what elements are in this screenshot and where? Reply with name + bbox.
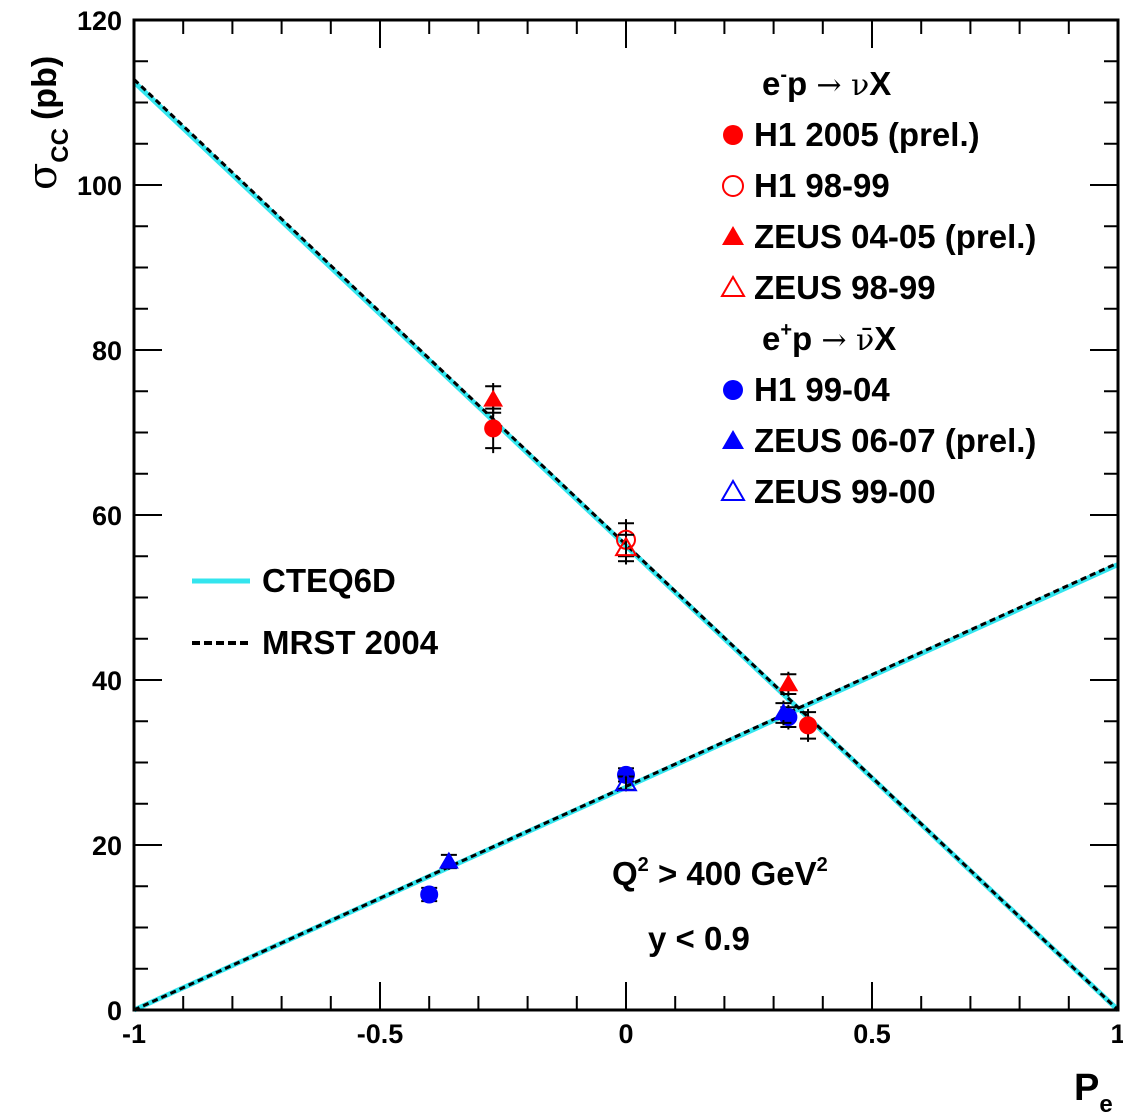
legend-label-5: ZEUS 06-07 (prel.) <box>754 422 1036 459</box>
legend-marker-3 <box>720 274 746 297</box>
y-cut-annotation: y < 0.9 <box>648 920 750 957</box>
plot-frame: -1 -0.5 0 0.5 1 0 20 40 60 80 100 120 <box>77 6 1123 1049</box>
legend-marker-4 <box>723 380 743 400</box>
legend-header-ep: e+p → ν̄X <box>762 319 896 358</box>
x-tick-label: -1 <box>122 1019 146 1049</box>
legend-label-3: ZEUS 98-99 <box>754 269 936 306</box>
data-point-2-0 <box>483 389 504 407</box>
x-tick-label: 0 <box>618 1019 633 1049</box>
legend-marker-2 <box>722 225 744 245</box>
data-point-2-1 <box>778 674 799 692</box>
theory-legend-label-1: MRST 2004 <box>262 624 439 661</box>
data-point-6-0 <box>614 771 638 792</box>
data-point-5-1 <box>773 703 794 721</box>
legend-header-em: e-p → νX <box>762 64 891 103</box>
data-point-0-0 <box>484 419 503 438</box>
y-tick-label: 100 <box>77 171 122 201</box>
legend-marker-0 <box>723 125 743 145</box>
legend-label-2: ZEUS 04-05 (prel.) <box>754 218 1036 255</box>
y-tick-label: 80 <box>92 336 122 366</box>
y-tick-label: 40 <box>92 666 122 696</box>
theory-legend-label-0: CTEQ6D <box>262 562 396 599</box>
legend-marker-1 <box>722 175 744 197</box>
legend-label-0: H1 2005 (prel.) <box>754 116 980 153</box>
q2-annotation: Q2 > 400 GeV2 <box>612 854 828 892</box>
data-point-4-0 <box>420 885 439 904</box>
theory-line-1-0 <box>132 78 1120 1012</box>
data-point-3-0 <box>614 536 638 557</box>
y-tick-label: 120 <box>77 6 122 36</box>
legend-marker-6 <box>720 478 746 501</box>
theory-legend: CTEQ6D MRST 2004 <box>192 562 439 661</box>
legend-marker-5 <box>722 429 744 449</box>
x-tick-label: 1 <box>1110 1019 1123 1049</box>
x-tick-label: -0.5 <box>357 1019 404 1049</box>
x-axis-title: Pe <box>1074 1067 1113 1118</box>
y-tick-label: 20 <box>92 831 122 861</box>
legend: e-p → νX H1 2005 (prel.) H1 98-99 ZEUS 04-0… <box>720 64 1036 510</box>
legend-label-1: H1 98-99 <box>754 167 890 204</box>
y-tick-label: 0 <box>107 996 122 1026</box>
data-point-0-1 <box>799 716 818 735</box>
legend-label-6: ZEUS 99-00 <box>754 473 936 510</box>
x-tick-label: 0.5 <box>853 1019 891 1049</box>
y-tick-label: 60 <box>92 501 122 531</box>
legend-label-4: H1 99-04 <box>754 371 890 408</box>
data-point-5-0 <box>438 851 459 869</box>
data-points <box>420 383 818 904</box>
y-axis-title: σCC(pb) <box>20 56 74 190</box>
